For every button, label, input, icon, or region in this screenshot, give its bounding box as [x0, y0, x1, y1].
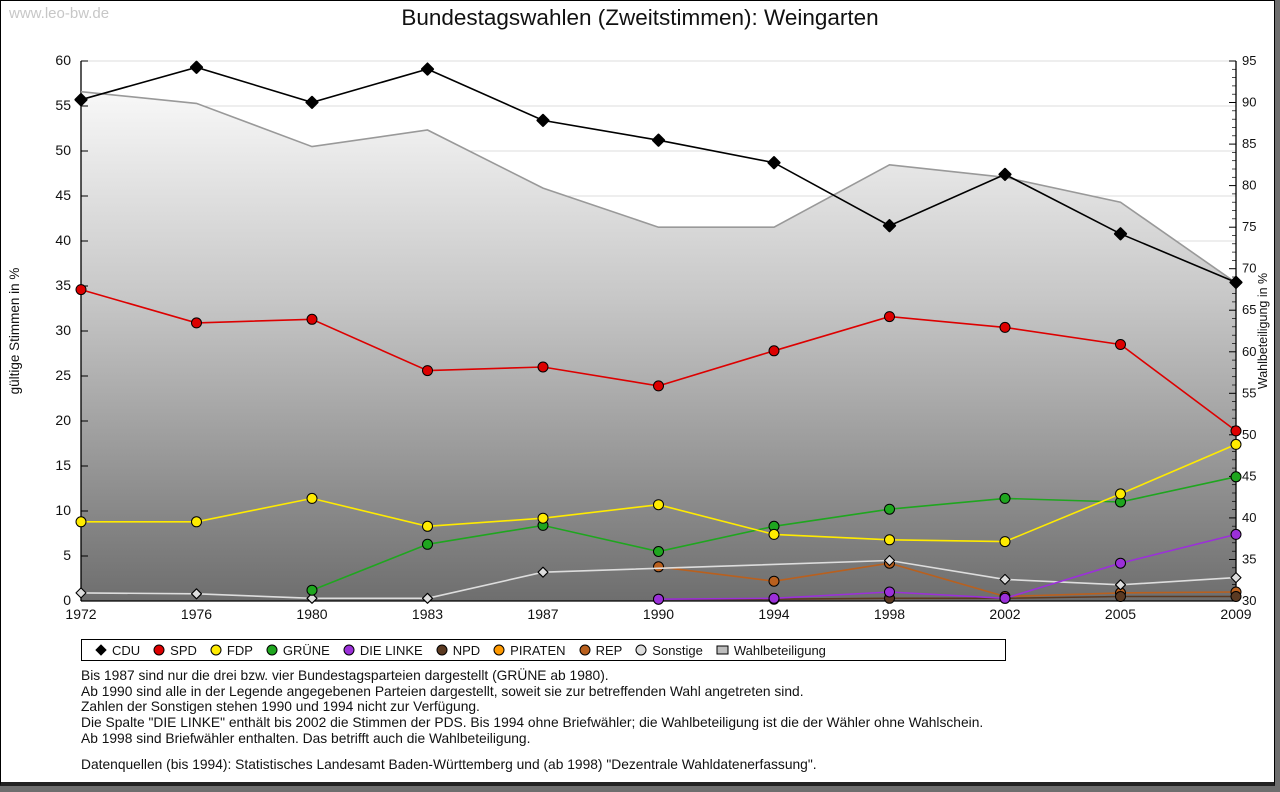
svg-text:55: 55	[1242, 385, 1256, 400]
svg-text:1976: 1976	[181, 606, 212, 622]
svg-text:1980: 1980	[296, 606, 327, 622]
svg-text:15: 15	[55, 457, 71, 473]
svg-text:1987: 1987	[527, 606, 558, 622]
svg-text:95: 95	[1242, 53, 1256, 68]
svg-text:20: 20	[55, 412, 71, 428]
svg-text:25: 25	[55, 367, 71, 383]
svg-text:40: 40	[55, 232, 71, 248]
svg-text:45: 45	[55, 187, 71, 203]
svg-text:85: 85	[1242, 136, 1256, 151]
svg-text:45: 45	[1242, 468, 1256, 483]
svg-text:60: 60	[55, 52, 71, 68]
svg-text:1994: 1994	[758, 606, 789, 622]
svg-text:75: 75	[1242, 219, 1256, 234]
svg-text:50: 50	[55, 142, 71, 158]
svg-text:35: 35	[55, 277, 71, 293]
svg-text:40: 40	[1242, 510, 1256, 525]
svg-text:gültige Stimmen in %: gültige Stimmen in %	[7, 268, 22, 395]
svg-text:Wahlbeteiligung in %: Wahlbeteiligung in %	[1256, 273, 1270, 389]
svg-text:1990: 1990	[643, 606, 674, 622]
svg-text:50: 50	[1242, 427, 1256, 442]
svg-text:10: 10	[55, 502, 71, 518]
svg-text:1983: 1983	[412, 606, 443, 622]
svg-text:30: 30	[55, 322, 71, 338]
svg-text:55: 55	[55, 97, 71, 113]
svg-text:1972: 1972	[65, 606, 96, 622]
svg-text:70: 70	[1242, 261, 1256, 276]
svg-text:2002: 2002	[989, 606, 1020, 622]
svg-text:60: 60	[1242, 344, 1256, 359]
svg-text:90: 90	[1242, 95, 1256, 110]
svg-text:65: 65	[1242, 302, 1256, 317]
svg-text:2005: 2005	[1105, 606, 1136, 622]
svg-text:80: 80	[1242, 178, 1256, 193]
svg-text:1998: 1998	[874, 606, 905, 622]
svg-text:35: 35	[1242, 552, 1256, 567]
svg-text:2009: 2009	[1220, 606, 1251, 622]
svg-text:5: 5	[63, 547, 71, 563]
